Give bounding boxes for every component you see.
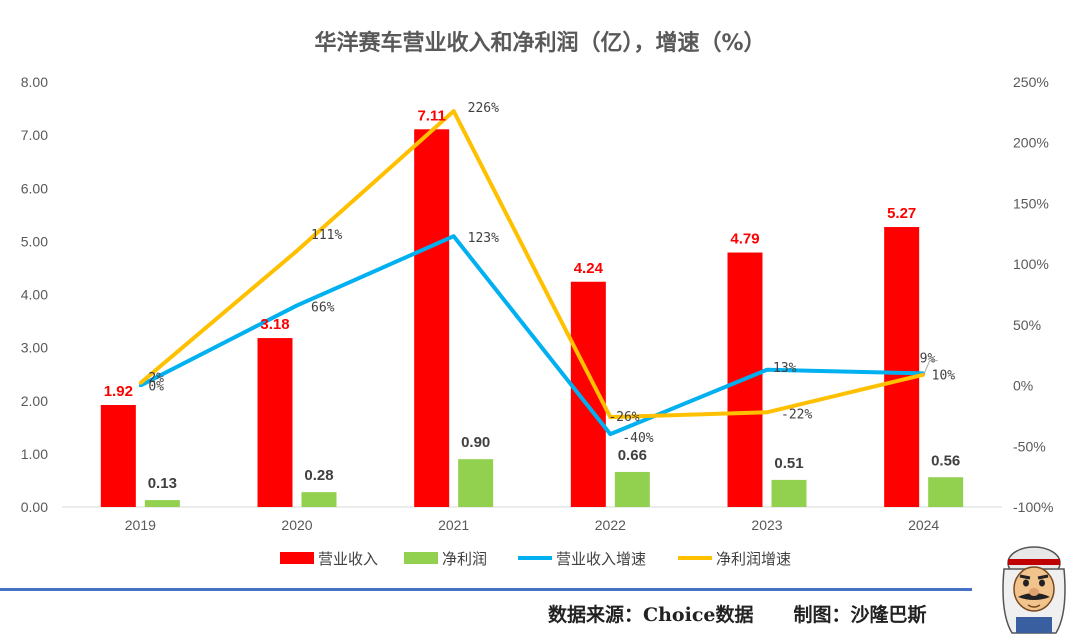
- revenue-data-label: 4.79: [730, 231, 759, 248]
- net-profit-growth-point: [452, 109, 456, 113]
- revenue-data-label: 3.18: [260, 316, 289, 333]
- legend-swatch: [404, 552, 438, 564]
- revenue-data-label: 7.11: [417, 107, 445, 124]
- net-profit-growth-line: [139, 109, 925, 420]
- net-profit-growth-label: 9%: [920, 352, 936, 367]
- revenue-bar: [884, 227, 920, 507]
- net-profit-growth-label: 226%: [468, 101, 499, 116]
- net-profit-growth-point: [295, 249, 299, 253]
- y-right-tick-label: 250%: [1013, 74, 1049, 90]
- net-profit-growth-point: [608, 415, 612, 419]
- revenue-bar: [100, 405, 136, 507]
- y-left-tick-label: 8.00: [21, 74, 48, 90]
- x-tick-label: 2019: [125, 517, 156, 533]
- revenue-growth-line: [139, 234, 924, 437]
- revenue-data-label: 5.27: [887, 205, 916, 222]
- revenue-growth-point: [138, 384, 142, 388]
- footer-divider: [0, 588, 972, 591]
- net-profit-data-label: 0.28: [304, 467, 333, 484]
- y-right-tick-label: 150%: [1013, 195, 1049, 211]
- net-profit-growth-label: -26%: [608, 410, 639, 425]
- y-right-tick-label: 100%: [1013, 256, 1049, 272]
- net-profit-growth-point: [138, 381, 142, 385]
- revenue-growth-label: 123%: [468, 231, 499, 246]
- revenue-growth-point: [452, 234, 456, 238]
- revenue-bar: [257, 338, 293, 507]
- revenue-growth-label: 0%: [148, 380, 164, 395]
- net-profit-data-label: 0.51: [774, 455, 803, 472]
- net-profit-data-label: 0.66: [618, 447, 647, 464]
- revenue-growth-point: [295, 303, 299, 307]
- x-tick-label: 2023: [751, 517, 782, 533]
- legend-label: 营业收入: [318, 550, 378, 568]
- y-right-tick-label: -50%: [1013, 438, 1046, 454]
- x-tick-label: 2024: [908, 517, 939, 533]
- y-left-tick-label: 4.00: [21, 287, 48, 303]
- label-leader-line: [923, 360, 938, 375]
- revenue-data-label: 4.24: [574, 260, 604, 277]
- chart-credit: 制图：沙隆巴斯: [793, 604, 927, 626]
- net-profit-bar: [614, 471, 650, 507]
- revenue-data-label: 1.92: [104, 383, 133, 400]
- net-profit-growth-label: 111%: [311, 228, 342, 243]
- revenue-growth-label: 13%: [773, 361, 797, 376]
- y-left-tick-label: 6.00: [21, 180, 48, 196]
- net-profit-bar: [771, 479, 807, 507]
- net-profit-growth-point: [765, 410, 769, 414]
- net-profit-bar: [928, 477, 964, 507]
- net-profit-data-label: 0.90: [461, 434, 490, 451]
- x-tick-label: 2022: [595, 517, 626, 533]
- revenue-growth-point: [765, 368, 769, 372]
- x-tick-label: 2020: [281, 517, 312, 533]
- y-left-tick-label: 2.00: [21, 393, 48, 409]
- data-source: 数据来源：Choice数据: [548, 604, 754, 626]
- legend-label: 净利润: [442, 550, 487, 568]
- net-profit-bar: [301, 492, 337, 507]
- net-profit-bar: [144, 500, 180, 507]
- chart-title: 华洋赛车营业收入和净利润（亿），增速（%）: [314, 30, 765, 56]
- x-tick-label: 2021: [438, 517, 469, 533]
- revenue-growth-label: -40%: [622, 431, 653, 446]
- net-profit-bar: [458, 459, 494, 507]
- revenue-growth-label: 10%: [932, 368, 956, 383]
- y-left-tick-label: 0.00: [21, 499, 48, 515]
- y-right-tick-label: -100%: [1013, 499, 1053, 515]
- revenue-bar: [414, 129, 450, 507]
- legend-label: 营业收入增速: [556, 550, 646, 568]
- y-left-tick-label: 3.00: [21, 340, 48, 356]
- net-profit-data-label: 0.13: [148, 475, 177, 492]
- revenue-growth-label: 66%: [311, 300, 335, 315]
- legend-label: 净利润增速: [716, 550, 791, 568]
- y-left-tick-label: 7.00: [21, 127, 48, 143]
- y-right-tick-label: 200%: [1013, 135, 1049, 151]
- cartoon-man-icon: [1002, 546, 1066, 634]
- y-right-tick-label: 50%: [1013, 317, 1041, 333]
- footer: 数据来源：Choice数据 制图：沙隆巴斯: [548, 600, 967, 627]
- y-left-tick-label: 1.00: [21, 446, 48, 462]
- revenue-growth-point: [608, 432, 612, 436]
- y-right-tick-label: 0%: [1013, 378, 1033, 394]
- y-left-tick-label: 5.00: [21, 233, 48, 249]
- net-profit-growth-label: 2%: [148, 371, 164, 386]
- net-profit-growth-label: -22%: [781, 407, 812, 422]
- net-profit-data-label: 0.56: [931, 452, 960, 469]
- legend-swatch: [280, 552, 314, 564]
